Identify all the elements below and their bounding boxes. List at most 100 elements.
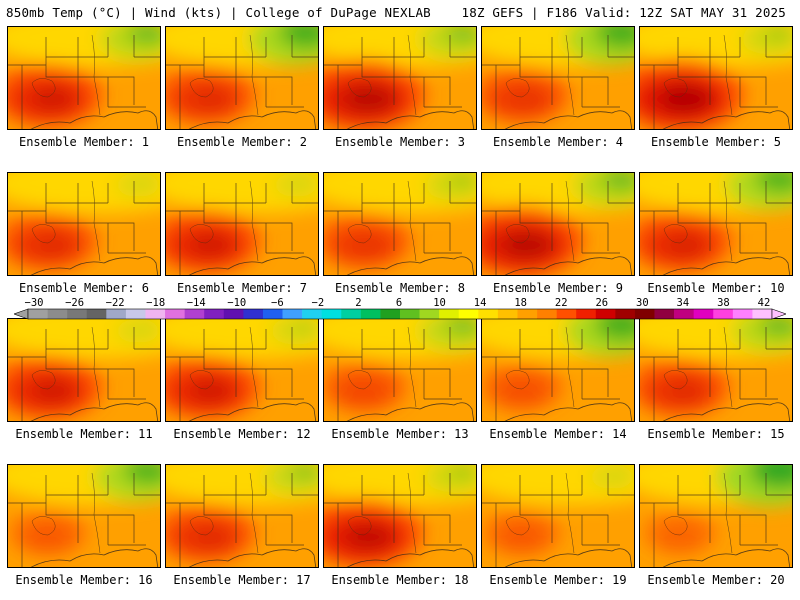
temperature-map bbox=[640, 27, 792, 129]
colorbar-tick-label: 6 bbox=[395, 297, 403, 309]
temperature-map bbox=[324, 173, 476, 275]
colorbar-tick-label: −10 bbox=[227, 297, 247, 309]
map-panel-member-20 bbox=[639, 464, 793, 568]
colorbar-swatch bbox=[262, 309, 283, 319]
state-borders bbox=[482, 326, 634, 421]
map-panel-member-8 bbox=[323, 172, 477, 276]
colorbar-tick-label: 34 bbox=[676, 297, 690, 309]
panel-label: Ensemble Member: 12 bbox=[173, 427, 311, 441]
state-borders bbox=[324, 326, 476, 421]
temperature-map bbox=[640, 465, 792, 567]
state-borders bbox=[166, 34, 318, 129]
colorbar-tick-label: 18 bbox=[514, 297, 527, 309]
state-borders bbox=[640, 472, 792, 567]
colorbar-swatch bbox=[752, 309, 773, 319]
map-panel-member-1 bbox=[7, 26, 161, 130]
temperature-map bbox=[324, 465, 476, 567]
temperature-map bbox=[8, 173, 160, 275]
map-panel-member-9 bbox=[481, 172, 635, 276]
state-borders bbox=[482, 472, 634, 567]
colorbar-swatch bbox=[184, 309, 205, 319]
colorbar-high-arrow bbox=[771, 308, 786, 320]
state-borders bbox=[324, 472, 476, 567]
colorbar-tick-label: −2 bbox=[311, 297, 325, 309]
colorbar-swatch bbox=[302, 309, 322, 319]
colorbar-swatch bbox=[458, 309, 479, 319]
colorbar-swatch bbox=[106, 309, 127, 319]
colorbar-swatch bbox=[713, 309, 734, 319]
colorbar-swatch bbox=[654, 309, 675, 319]
state-borders bbox=[166, 180, 318, 275]
colorbar-tick-label: −18 bbox=[146, 297, 166, 309]
run-valid-time: 18Z GEFS | F186 Valid: 12Z SAT MAY 31 20… bbox=[461, 5, 786, 20]
panel-label: Ensemble Member: 2 bbox=[176, 135, 308, 149]
map-panel-member-19 bbox=[481, 464, 635, 568]
panel-label: Ensemble Member: 5 bbox=[650, 135, 782, 149]
panel-label: Ensemble Member: 16 bbox=[15, 573, 153, 587]
state-borders bbox=[324, 180, 476, 275]
colorbar-swatch bbox=[576, 309, 597, 319]
state-borders bbox=[324, 34, 476, 129]
colorbar-swatch bbox=[674, 309, 694, 319]
panel-label: Ensemble Member: 7 bbox=[176, 281, 308, 295]
colorbar-swatch bbox=[732, 309, 753, 319]
colorbar-swatch bbox=[28, 309, 48, 319]
panel-label: Ensemble Member: 14 bbox=[489, 427, 627, 441]
colorbar-swatch bbox=[497, 309, 518, 319]
colorbar-swatch bbox=[360, 309, 381, 319]
colorbar-swatch bbox=[478, 309, 499, 319]
temperature-map bbox=[166, 319, 318, 421]
colorbar-tick-label: 22 bbox=[554, 297, 568, 309]
colorbar-swatch bbox=[615, 309, 636, 319]
colorbar-swatch bbox=[165, 309, 185, 319]
map-panel-member-11 bbox=[7, 318, 161, 422]
temperature-map bbox=[8, 319, 160, 421]
colorbar-swatch bbox=[419, 309, 440, 319]
colorbar-tick-label: −6 bbox=[271, 297, 284, 309]
map-panel-member-14 bbox=[481, 318, 635, 422]
colorbar-swatch bbox=[67, 309, 88, 319]
colorbar-tick-label: −30 bbox=[24, 297, 44, 309]
colorbar-swatch bbox=[556, 309, 577, 319]
colorbar-tick-label: 10 bbox=[433, 297, 446, 309]
state-borders bbox=[8, 472, 160, 567]
temperature-map bbox=[8, 465, 160, 567]
panel-label: Ensemble Member: 15 bbox=[647, 427, 785, 441]
panel-label: Ensemble Member: 17 bbox=[173, 573, 311, 587]
map-panel-member-6 bbox=[7, 172, 161, 276]
colorbar-swatch bbox=[282, 309, 303, 319]
colorbar-swatch bbox=[47, 309, 68, 319]
state-borders bbox=[8, 326, 160, 421]
colorbar-swatch bbox=[439, 309, 460, 319]
colorbar-swatch bbox=[86, 309, 107, 319]
map-panel-member-7 bbox=[165, 172, 319, 276]
temperature-map bbox=[640, 319, 792, 421]
colorbar-swatch bbox=[693, 309, 714, 319]
temperature-map bbox=[166, 173, 318, 275]
panel-label: Ensemble Member: 6 bbox=[18, 281, 150, 295]
panel-label: Ensemble Member: 4 bbox=[492, 135, 624, 149]
temperature-map bbox=[166, 27, 318, 129]
panel-label: Ensemble Member: 11 bbox=[15, 427, 153, 441]
temperature-colorbar bbox=[14, 308, 786, 320]
map-panel-member-16 bbox=[7, 464, 161, 568]
temperature-map bbox=[324, 319, 476, 421]
panel-label: Ensemble Member: 13 bbox=[331, 427, 469, 441]
state-borders bbox=[166, 326, 318, 421]
colorbar-tick-label: −14 bbox=[186, 297, 206, 309]
map-panel-member-5 bbox=[639, 26, 793, 130]
colorbar-swatch bbox=[517, 309, 538, 319]
state-borders bbox=[8, 180, 160, 275]
colorbar-swatch bbox=[243, 309, 264, 319]
colorbar-swatch bbox=[341, 309, 362, 319]
state-borders bbox=[8, 34, 160, 129]
map-panel-member-12 bbox=[165, 318, 319, 422]
state-borders bbox=[482, 180, 634, 275]
panel-label: Ensemble Member: 20 bbox=[647, 573, 785, 587]
colorbar-swatch bbox=[595, 309, 616, 319]
map-panel-member-15 bbox=[639, 318, 793, 422]
colorbar-tick-label: −26 bbox=[65, 297, 85, 309]
panel-label: Ensemble Member: 10 bbox=[647, 281, 785, 295]
colorbar-tick-label: 2 bbox=[355, 297, 362, 309]
panel-label: Ensemble Member: 1 bbox=[18, 135, 150, 149]
